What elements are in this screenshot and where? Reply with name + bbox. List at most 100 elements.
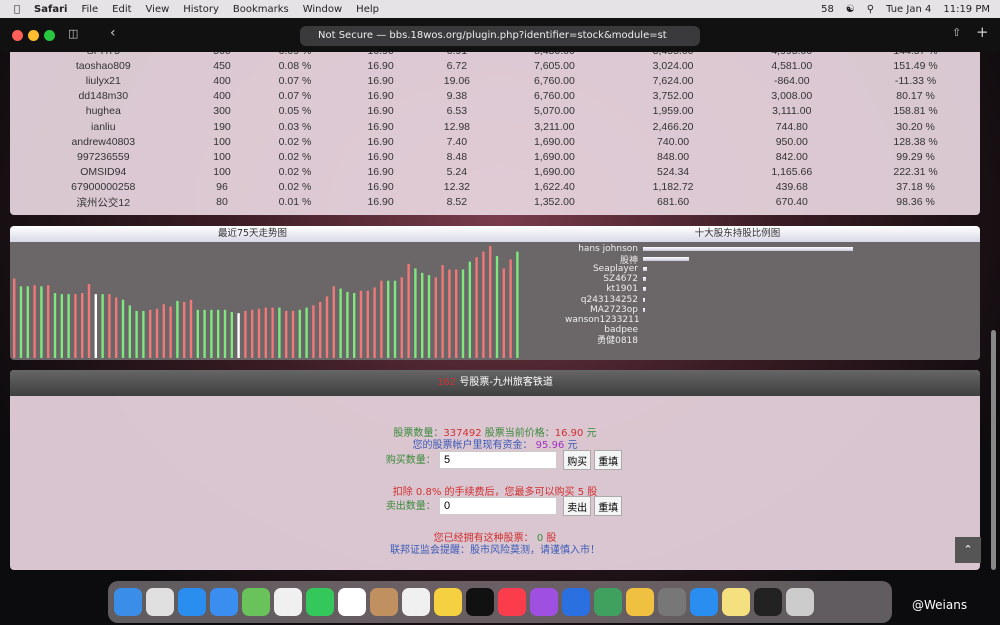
trend-bar <box>468 261 471 358</box>
dock-app-icon[interactable] <box>274 588 302 616</box>
trend-bar <box>162 304 165 358</box>
dock-app-icon[interactable] <box>690 588 718 616</box>
stock-info: 股票数量：337492 股票当前价格：16.90 元 <box>10 424 980 439</box>
minimize-button[interactable] <box>28 30 39 41</box>
holder-row: 勇健0818 <box>565 335 965 346</box>
close-button[interactable] <box>12 30 23 41</box>
dock-app-icon[interactable] <box>306 588 334 616</box>
table-cell: 37.18 % <box>896 181 935 194</box>
date[interactable]: Tue Jan 4 <box>886 3 932 15</box>
scroll-to-top-button[interactable]: ⌃ <box>955 537 981 563</box>
dock-app-icon[interactable] <box>530 588 558 616</box>
fee-mid: 的手续费后，您最多可以购买 <box>444 487 575 498</box>
trend-bar <box>13 278 16 358</box>
table-cell: 3,008.00 <box>771 90 813 103</box>
dock-app-icon[interactable] <box>626 588 654 616</box>
trend-bar <box>203 309 206 358</box>
holders-chart: hans johnson 股神 Seaplayer SZ4672 kt1901 q2431… <box>565 244 965 346</box>
table-row: SPH755000.09 %16.906.918,450.003,455.004… <box>10 52 980 58</box>
table-cell: 0.01 % <box>278 196 312 209</box>
trend-bar <box>251 309 254 358</box>
dock-app-icon[interactable] <box>722 588 750 616</box>
table-cell: SPH75 <box>10 52 197 58</box>
dock-app-icon[interactable] <box>434 588 462 616</box>
dock-app-icon[interactable] <box>466 588 494 616</box>
dock-app-icon[interactable] <box>402 588 430 616</box>
risk-warning: 联邦证监会提醒：股市风险莫测，请谨慎入市！ <box>390 545 600 556</box>
dock-app-icon[interactable] <box>754 588 782 616</box>
dock-app-icon[interactable] <box>786 588 814 616</box>
trend-bar <box>74 294 77 358</box>
menu-edit[interactable]: Edit <box>106 3 131 15</box>
holders-table: SPH755000.09 %16.906.918,450.003,455.004… <box>10 52 980 210</box>
table-cell: 1,959.00 <box>652 105 694 118</box>
wifi-icon[interactable]: ☯ <box>845 3 855 15</box>
trend-bar <box>26 286 29 358</box>
buy-button[interactable]: 购买 <box>563 450 592 470</box>
scrollbar[interactable] <box>991 330 996 570</box>
menu-bookmarks[interactable]: Bookmarks <box>226 3 289 15</box>
trend-bar <box>230 312 233 358</box>
sell-button[interactable]: 卖出 <box>563 496 592 516</box>
dock-app-icon[interactable] <box>370 588 398 616</box>
menu-help[interactable]: Help <box>350 3 379 15</box>
buy-quantity-input[interactable] <box>439 451 557 469</box>
menu-app[interactable]: Safari <box>28 3 67 15</box>
zoom-button[interactable] <box>44 30 55 41</box>
dock-app-icon[interactable] <box>562 588 590 616</box>
trend-bar <box>169 306 172 358</box>
menu-history[interactable]: History <box>177 3 219 15</box>
table-cell: ianliu <box>91 120 116 133</box>
dock-app-icon[interactable] <box>178 588 206 616</box>
address-bar[interactable]: Not Secure — bbs.18wos.org/plugin.php?id… <box>300 26 700 46</box>
trend-bar <box>189 299 193 358</box>
trend-bar <box>455 269 458 358</box>
dock-app-icon[interactable] <box>210 588 238 616</box>
search-icon[interactable]: ⚲ <box>866 3 875 15</box>
trend-bar <box>244 310 247 358</box>
table-row: liulyx21 400 0.07 % 16.90 19.06 6,760.00 7,624… <box>10 73 980 88</box>
unit-gu: 股 <box>546 533 557 544</box>
menu-window[interactable]: Window <box>296 3 342 15</box>
table-cell: 670.40 <box>775 196 808 209</box>
time[interactable]: 11:19 PM <box>943 3 990 15</box>
share-icon[interactable]: ⇧ <box>952 26 962 39</box>
table-cell: 1,690.00 <box>533 135 575 148</box>
trend-bar <box>87 284 91 358</box>
dock-app-icon[interactable] <box>658 588 686 616</box>
holder-bar <box>643 307 646 312</box>
table-row: 67900000258 96 0.02 % 16.90 12.32 1,622.40 1,1… <box>10 180 980 195</box>
dock-app-icon[interactable] <box>498 588 526 616</box>
funds-info: 您的股票帐户里现有资金： 95.96 元 <box>10 436 980 451</box>
dock-app-icon[interactable] <box>146 588 174 616</box>
table-cell: 5.24 <box>446 166 468 179</box>
sell-label: 卖出数量： <box>385 501 436 512</box>
trade-panel: 162 号股票-九州旅客铁道 股票数量：337492 股票当前价格：16.90 … <box>10 370 980 570</box>
sell-reset-button[interactable]: 重填 <box>594 496 623 516</box>
dock-app-icon[interactable] <box>338 588 366 616</box>
sell-quantity-input[interactable] <box>439 497 557 515</box>
notification-count[interactable]: 58 <box>821 3 834 15</box>
trend-bar <box>257 308 261 358</box>
table-cell: hughea <box>85 105 121 118</box>
new-tab-icon[interactable]: + <box>976 23 989 41</box>
stock-number: 162 <box>437 377 457 388</box>
dock-app-icon[interactable] <box>594 588 622 616</box>
sidebar-icon[interactable]: ◫ <box>68 27 79 40</box>
holder-name: hans johnson <box>578 244 638 255</box>
trend-bar <box>319 302 322 358</box>
trend-chart <box>13 246 519 358</box>
dock-app-icon[interactable] <box>114 588 142 616</box>
buy-reset-button[interactable]: 重填 <box>594 450 623 470</box>
holder-row: q243134252 <box>565 294 965 305</box>
menu-file[interactable]: File <box>75 3 98 15</box>
trend-bar <box>210 309 213 358</box>
trend-bar <box>366 290 369 358</box>
back-icon[interactable]: ‹ <box>110 25 116 41</box>
menu-view[interactable]: View <box>139 3 170 15</box>
table-cell: 400 <box>213 74 231 87</box>
table-cell: dd148m30 <box>78 90 129 103</box>
dock-app-icon[interactable] <box>242 588 270 616</box>
apple-icon[interactable]:  <box>14 4 20 15</box>
